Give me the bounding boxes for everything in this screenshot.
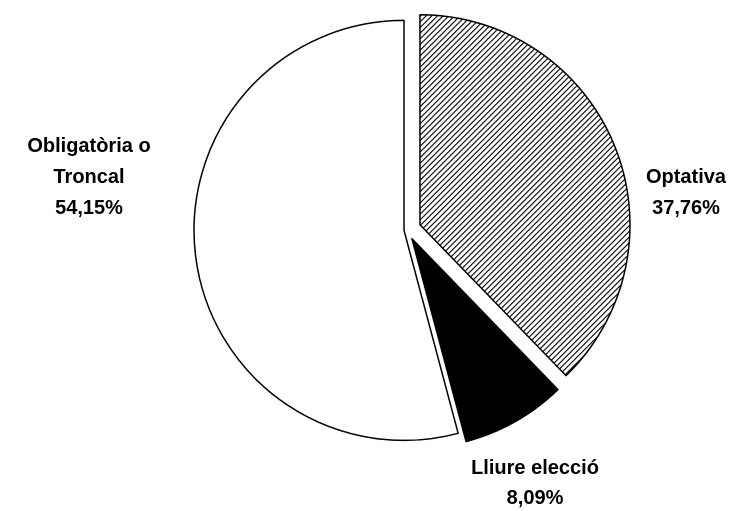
slice-label-obligatoria-line2: Troncal [53,166,124,188]
pie-slice-obligatoria-o-troncal [193,19,459,442]
pie-slice-lliure-eleccio [411,237,559,443]
slice-value-lliure-eleccio: 8,09% [507,487,564,509]
slice-label-obligatoria-line1: Obligatòria o [27,135,150,157]
pie-slice-optativa [419,13,631,377]
slice-value-optativa: 37,76% [652,197,720,219]
slice-label-optativa: Optativa [646,166,727,188]
slice-label-lliure-eleccio: Lliure elecció [471,457,599,479]
pie-slices [193,13,631,443]
slice-value-obligatoria: 54,15% [55,197,123,219]
